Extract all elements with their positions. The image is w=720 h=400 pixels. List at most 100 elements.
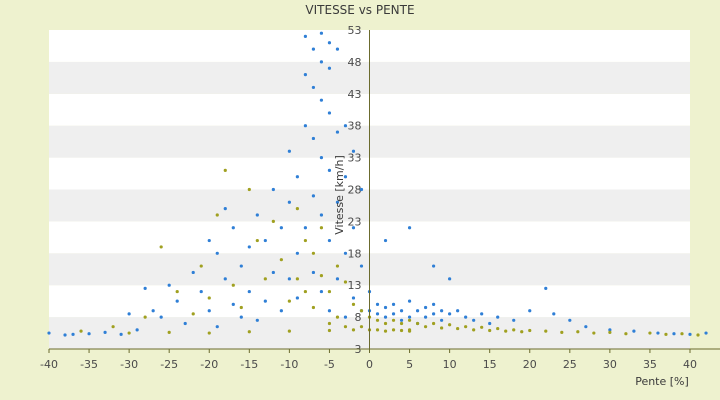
point-series-a [319, 31, 324, 35]
point-series-b [440, 326, 444, 330]
point-series-a [319, 60, 324, 64]
point-series-b [520, 330, 524, 334]
point-series-b [464, 325, 468, 329]
point-series-b [383, 329, 388, 333]
point-series-a [327, 66, 332, 70]
point-series-a [183, 321, 187, 326]
point-series-b [319, 274, 324, 278]
point-series-a [375, 312, 380, 316]
y-tick-label: 48 [348, 56, 362, 69]
point-series-a [159, 315, 163, 319]
point-series-b [255, 238, 259, 243]
point-series-a [287, 149, 291, 153]
point-series-a [311, 270, 316, 275]
point-series-a [327, 111, 332, 115]
point-series-b [111, 325, 115, 329]
point-series-a [287, 277, 291, 281]
point-series-b [271, 219, 275, 223]
point-series-a [71, 332, 75, 336]
point-series-b [335, 315, 340, 319]
point-series-a [399, 318, 404, 322]
point-series-b [648, 331, 652, 335]
point-series-a [423, 315, 428, 319]
point-series-a [303, 73, 307, 77]
x-tick-label: 25 [563, 358, 577, 371]
point-series-a [383, 305, 388, 310]
y-tick-label: 33 [348, 152, 362, 165]
x-tick-label: -35 [80, 358, 98, 371]
point-series-a [448, 312, 452, 316]
point-series-b [295, 277, 299, 281]
point-series-a [423, 305, 428, 310]
point-series-b [263, 277, 267, 281]
point-series-b [207, 331, 211, 335]
point-series-a [255, 318, 259, 322]
point-series-a [255, 213, 259, 217]
point-series-b [295, 207, 299, 211]
x-tick-label: -25 [160, 358, 178, 371]
point-series-b [391, 328, 396, 332]
point-series-b [375, 318, 380, 322]
point-series-a [279, 226, 283, 230]
x-tick-label: -30 [120, 358, 138, 371]
point-series-a [295, 251, 299, 255]
point-series-a [303, 124, 307, 128]
point-series-a [143, 286, 147, 290]
point-series-a [47, 331, 51, 335]
point-series-a [407, 315, 412, 319]
point-series-b [159, 245, 163, 249]
point-series-b [504, 329, 508, 333]
point-series-b [359, 325, 364, 329]
point-series-b [311, 305, 316, 310]
point-series-a [215, 251, 219, 255]
point-series-a [383, 238, 388, 243]
point-series-a [151, 309, 155, 313]
y-tick-label: 53 [348, 24, 362, 37]
point-series-a [359, 187, 364, 192]
point-series-a [87, 332, 91, 336]
x-tick-label: -10 [280, 358, 298, 371]
point-series-b [311, 251, 316, 255]
point-series-a [311, 194, 316, 198]
x-tick-labels: -40 -35 -30 -25 -20 -15 -10 -5 0 5 10 15 20 25 30 35 40 [40, 349, 697, 371]
point-series-a [528, 309, 532, 313]
point-series-b [327, 289, 332, 294]
x-tick-label: 0 [366, 358, 373, 371]
point-series-b [680, 332, 684, 336]
point-series-a [119, 332, 123, 336]
point-series-a [407, 299, 412, 303]
point-series-b [560, 330, 564, 335]
point-series-a [295, 296, 299, 300]
point-series-a [343, 315, 348, 319]
point-series-a [391, 302, 396, 306]
point-series-b [319, 226, 324, 230]
point-series-a [263, 299, 267, 303]
point-series-b [359, 309, 364, 313]
point-series-a [63, 333, 67, 337]
point-series-b [383, 321, 388, 326]
point-series-b [456, 326, 460, 331]
point-series-a [175, 299, 179, 303]
point-series-b [488, 328, 492, 333]
point-series-b [127, 331, 131, 335]
point-series-a [343, 124, 348, 128]
y-tick-label: 8 [355, 311, 362, 324]
point-series-a [279, 309, 283, 313]
point-series-a [231, 302, 235, 306]
point-series-a [223, 207, 227, 211]
point-series-a [311, 47, 316, 51]
point-series-a [632, 329, 636, 333]
point-series-b [303, 289, 307, 294]
point-series-a [295, 175, 299, 179]
point-series-a [127, 312, 131, 316]
point-series-a [512, 318, 516, 322]
point-series-a [303, 226, 307, 230]
x-tick-label: 20 [523, 358, 537, 371]
point-series-a [335, 130, 340, 134]
point-series-b [432, 321, 436, 326]
point-series-a [456, 309, 460, 313]
point-series-a [688, 332, 692, 336]
point-series-b [448, 323, 452, 327]
point-series-a [399, 309, 404, 313]
point-series-b [664, 332, 668, 336]
